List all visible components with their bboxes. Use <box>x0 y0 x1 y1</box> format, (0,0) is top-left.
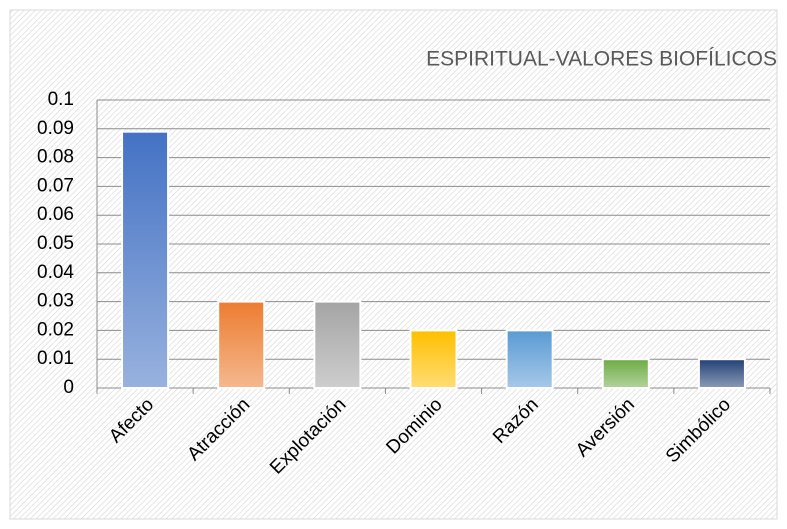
y-tick-label: 0.06 <box>37 204 74 225</box>
bar <box>217 300 266 390</box>
y-tick-label: 0.07 <box>37 175 74 196</box>
y-tick-label: 0.08 <box>37 147 74 168</box>
bar <box>601 358 650 390</box>
y-tick-label: 0.05 <box>37 233 74 254</box>
y-tick-label: 0.04 <box>37 262 74 283</box>
bar <box>313 300 362 390</box>
y-tick-label: 0.02 <box>37 319 74 340</box>
y-tick-label: 0.1 <box>48 89 74 110</box>
bar <box>505 329 554 389</box>
y-tick-label: 0.03 <box>37 291 74 312</box>
y-tick-label: 0.09 <box>37 118 74 139</box>
y-tick-label: 0 <box>63 377 74 398</box>
y-tick-label: 0.01 <box>37 348 74 369</box>
bar <box>409 329 458 389</box>
chart-title: ESPIRITUAL-VALORES BIOFÍLICOS <box>426 48 777 71</box>
bar <box>697 358 746 390</box>
bar <box>121 130 170 389</box>
